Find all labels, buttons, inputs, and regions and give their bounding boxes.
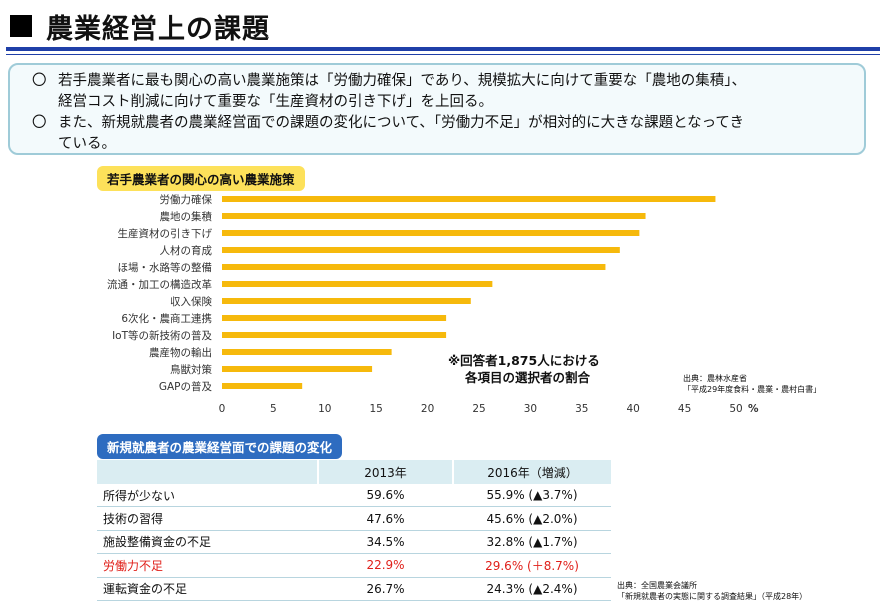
table-header-item [97, 460, 318, 484]
category-label: 農地の集積 [160, 210, 213, 223]
circle-bullet-icon: 〇 [32, 73, 47, 89]
bar [222, 349, 392, 355]
category-label: 農産物の輸出 [149, 346, 212, 359]
title-divider-thin [6, 54, 880, 55]
x-tick-label: 5 [270, 403, 277, 415]
table-cell-2016: 29.6% (＋8.7%) [453, 553, 611, 578]
summary-bullet-2-text: また、新規就農者の農業経営面での課題の変化について、「労働力不足」が相対的に大き… [58, 113, 852, 155]
table-source-line-1: 出典：全国農業会議所 [617, 581, 697, 590]
page-title: 農業経営上の課題 [46, 13, 270, 45]
table-header-2013: 2013年 [317, 460, 453, 484]
table-row: 所得が少ない 59.6% 55.9% (▲3.7%) [97, 484, 611, 508]
table-cell-2016: 24.3% (▲2.4%) [453, 577, 611, 601]
bar [222, 366, 373, 372]
x-tick-label: 10 [318, 403, 331, 415]
bar [222, 264, 606, 270]
category-label: GAPの普及 [159, 380, 213, 393]
x-tick-label: 35 [575, 403, 588, 415]
summary-bullet-2-line-2: ている。 [58, 136, 116, 152]
summary-box: 〇 若手農業者に最も関心の高い農業施策は「労働力確保」であり、規模拡大に向けて重… [8, 63, 866, 155]
category-label: ほ場・水路等の整備 [118, 261, 213, 274]
category-label: 流通・加工の構造改革 [107, 278, 212, 291]
table-cell-2013: 59.6% [318, 484, 453, 508]
x-tick-label: 45 [678, 403, 691, 415]
bar [222, 247, 620, 253]
table-cell-2013: 22.9% [318, 553, 453, 578]
bar [222, 196, 716, 202]
chart-source-line-1: 出典：農林水産省 [683, 374, 747, 383]
category-label: 収入保険 [170, 295, 212, 308]
summary-bullet-1: 〇 若手農業者に最も関心の高い農業施策は「労働力確保」であり、規模拡大に向けて重… [22, 71, 852, 113]
table-cell-item: 運転資金の不足 [97, 577, 318, 601]
table-header-row: 2013年 2016年（増減） [97, 460, 611, 484]
bar [222, 332, 447, 338]
table-cell-item: 所得が少ない [97, 484, 318, 508]
category-label: 人材の育成 [160, 244, 213, 257]
category-label: 労働力確保 [160, 193, 213, 206]
table-cell-item: 施設整備資金の不足 [97, 530, 318, 555]
x-tick-label: 15 [370, 403, 383, 415]
summary-bullet-1-line-2: 経営コスト削減に向けて重要な「生産資材の引き下げ」を上回る。 [58, 94, 493, 110]
summary-bullet-1-text: 若手農業者に最も関心の高い農業施策は「労働力確保」であり、規模拡大に向けて重要な… [58, 71, 852, 113]
table-row: 技術の習得 47.6% 45.6% (▲2.0%) [97, 506, 611, 531]
x-axis-unit: % [748, 403, 759, 415]
table-cell-2016: 55.9% (▲3.7%) [453, 484, 611, 508]
chart-section-label: 若手農業者の関心の高い農業施策 [97, 166, 305, 191]
table-cell-2016: 45.6% (▲2.0%) [453, 506, 611, 531]
summary-bullet-2-line-1: また、新規就農者の農業経営面での課題の変化について、「労働力不足」が相対的に大き… [58, 115, 744, 131]
table-cell-item: 技術の習得 [97, 506, 318, 531]
table-section-label: 新規就農者の農業経営面での課題の変化 [97, 434, 343, 459]
table-cell-item: 労働力不足 [97, 553, 318, 578]
chart-source-line-2: 「平成29年度食料・農業・農村白書」 [683, 385, 822, 394]
bar [222, 281, 493, 287]
category-label: 6次化・農商工連携 [121, 312, 212, 325]
category-label: IoT等の新技術の普及 [112, 329, 212, 342]
x-tick-label: 50 [729, 403, 742, 415]
x-tick-label: 40 [627, 403, 640, 415]
circle-bullet-icon: 〇 [32, 115, 47, 131]
table-cell-2013: 34.5% [318, 530, 453, 555]
x-tick-label: 25 [472, 403, 485, 415]
table-cell-2013: 26.7% [318, 577, 453, 601]
table-source: 出典：全国農業会議所 「新規就農者の実態に関する調査結果」（平成28年） [617, 580, 807, 602]
bar [222, 315, 447, 321]
x-tick-label: 0 [219, 403, 226, 415]
bar [222, 383, 303, 389]
category-label: 鳥獣対策 [170, 363, 212, 376]
table-cell-2013: 47.6% [318, 506, 453, 531]
summary-bullet-2: 〇 また、新規就農者の農業経営面での課題の変化について、「労働力不足」が相対的に… [22, 113, 852, 155]
category-label: 生産資材の引き下げ [118, 227, 213, 240]
bar [222, 298, 471, 304]
title-square-icon [10, 15, 32, 37]
table-header-2016: 2016年（増減） [452, 460, 611, 484]
bar [222, 213, 646, 219]
chart-footnote-line-2: 各項目の選択者の割合 [465, 370, 591, 385]
page-header: 農業経営上の課題 [10, 6, 270, 46]
table-row: 施設整備資金の不足 34.5% 32.8% (▲1.7%) [97, 530, 611, 555]
chart-footnote: ※回答者1,875人における 各項目の選択者の割合 [448, 352, 600, 386]
table-cell-2016: 32.8% (▲1.7%) [453, 530, 611, 555]
summary-bullet-1-line-1: 若手農業者に最も関心の高い農業施策は「労働力確保」であり、規模拡大に向けて重要な… [58, 73, 747, 89]
table-row-highlighted: 労働力不足 22.9% 29.6% (＋8.7%) [97, 553, 611, 578]
issues-table: 2013年 2016年（増減） 所得が少ない 59.6% 55.9% (▲3.7… [97, 460, 611, 601]
chart-footnote-line-1: ※回答者1,875人における [448, 353, 600, 368]
table-row: 運転資金の不足 26.7% 24.3% (▲2.4%) [97, 577, 611, 601]
bar [222, 230, 640, 236]
table-source-line-2: 「新規就農者の実態に関する調査結果」（平成28年） [617, 592, 808, 601]
policy-interest-bar-chart: 労働力確保農地の集積生産資材の引き下げ人材の育成ほ場・水路等の整備流通・加工の構… [107, 193, 759, 415]
x-tick-label: 30 [524, 403, 537, 415]
chart-source: 出典：農林水産省 「平成29年度食料・農業・農村白書」 [683, 373, 821, 395]
title-divider [6, 47, 880, 51]
x-tick-label: 20 [421, 403, 434, 415]
